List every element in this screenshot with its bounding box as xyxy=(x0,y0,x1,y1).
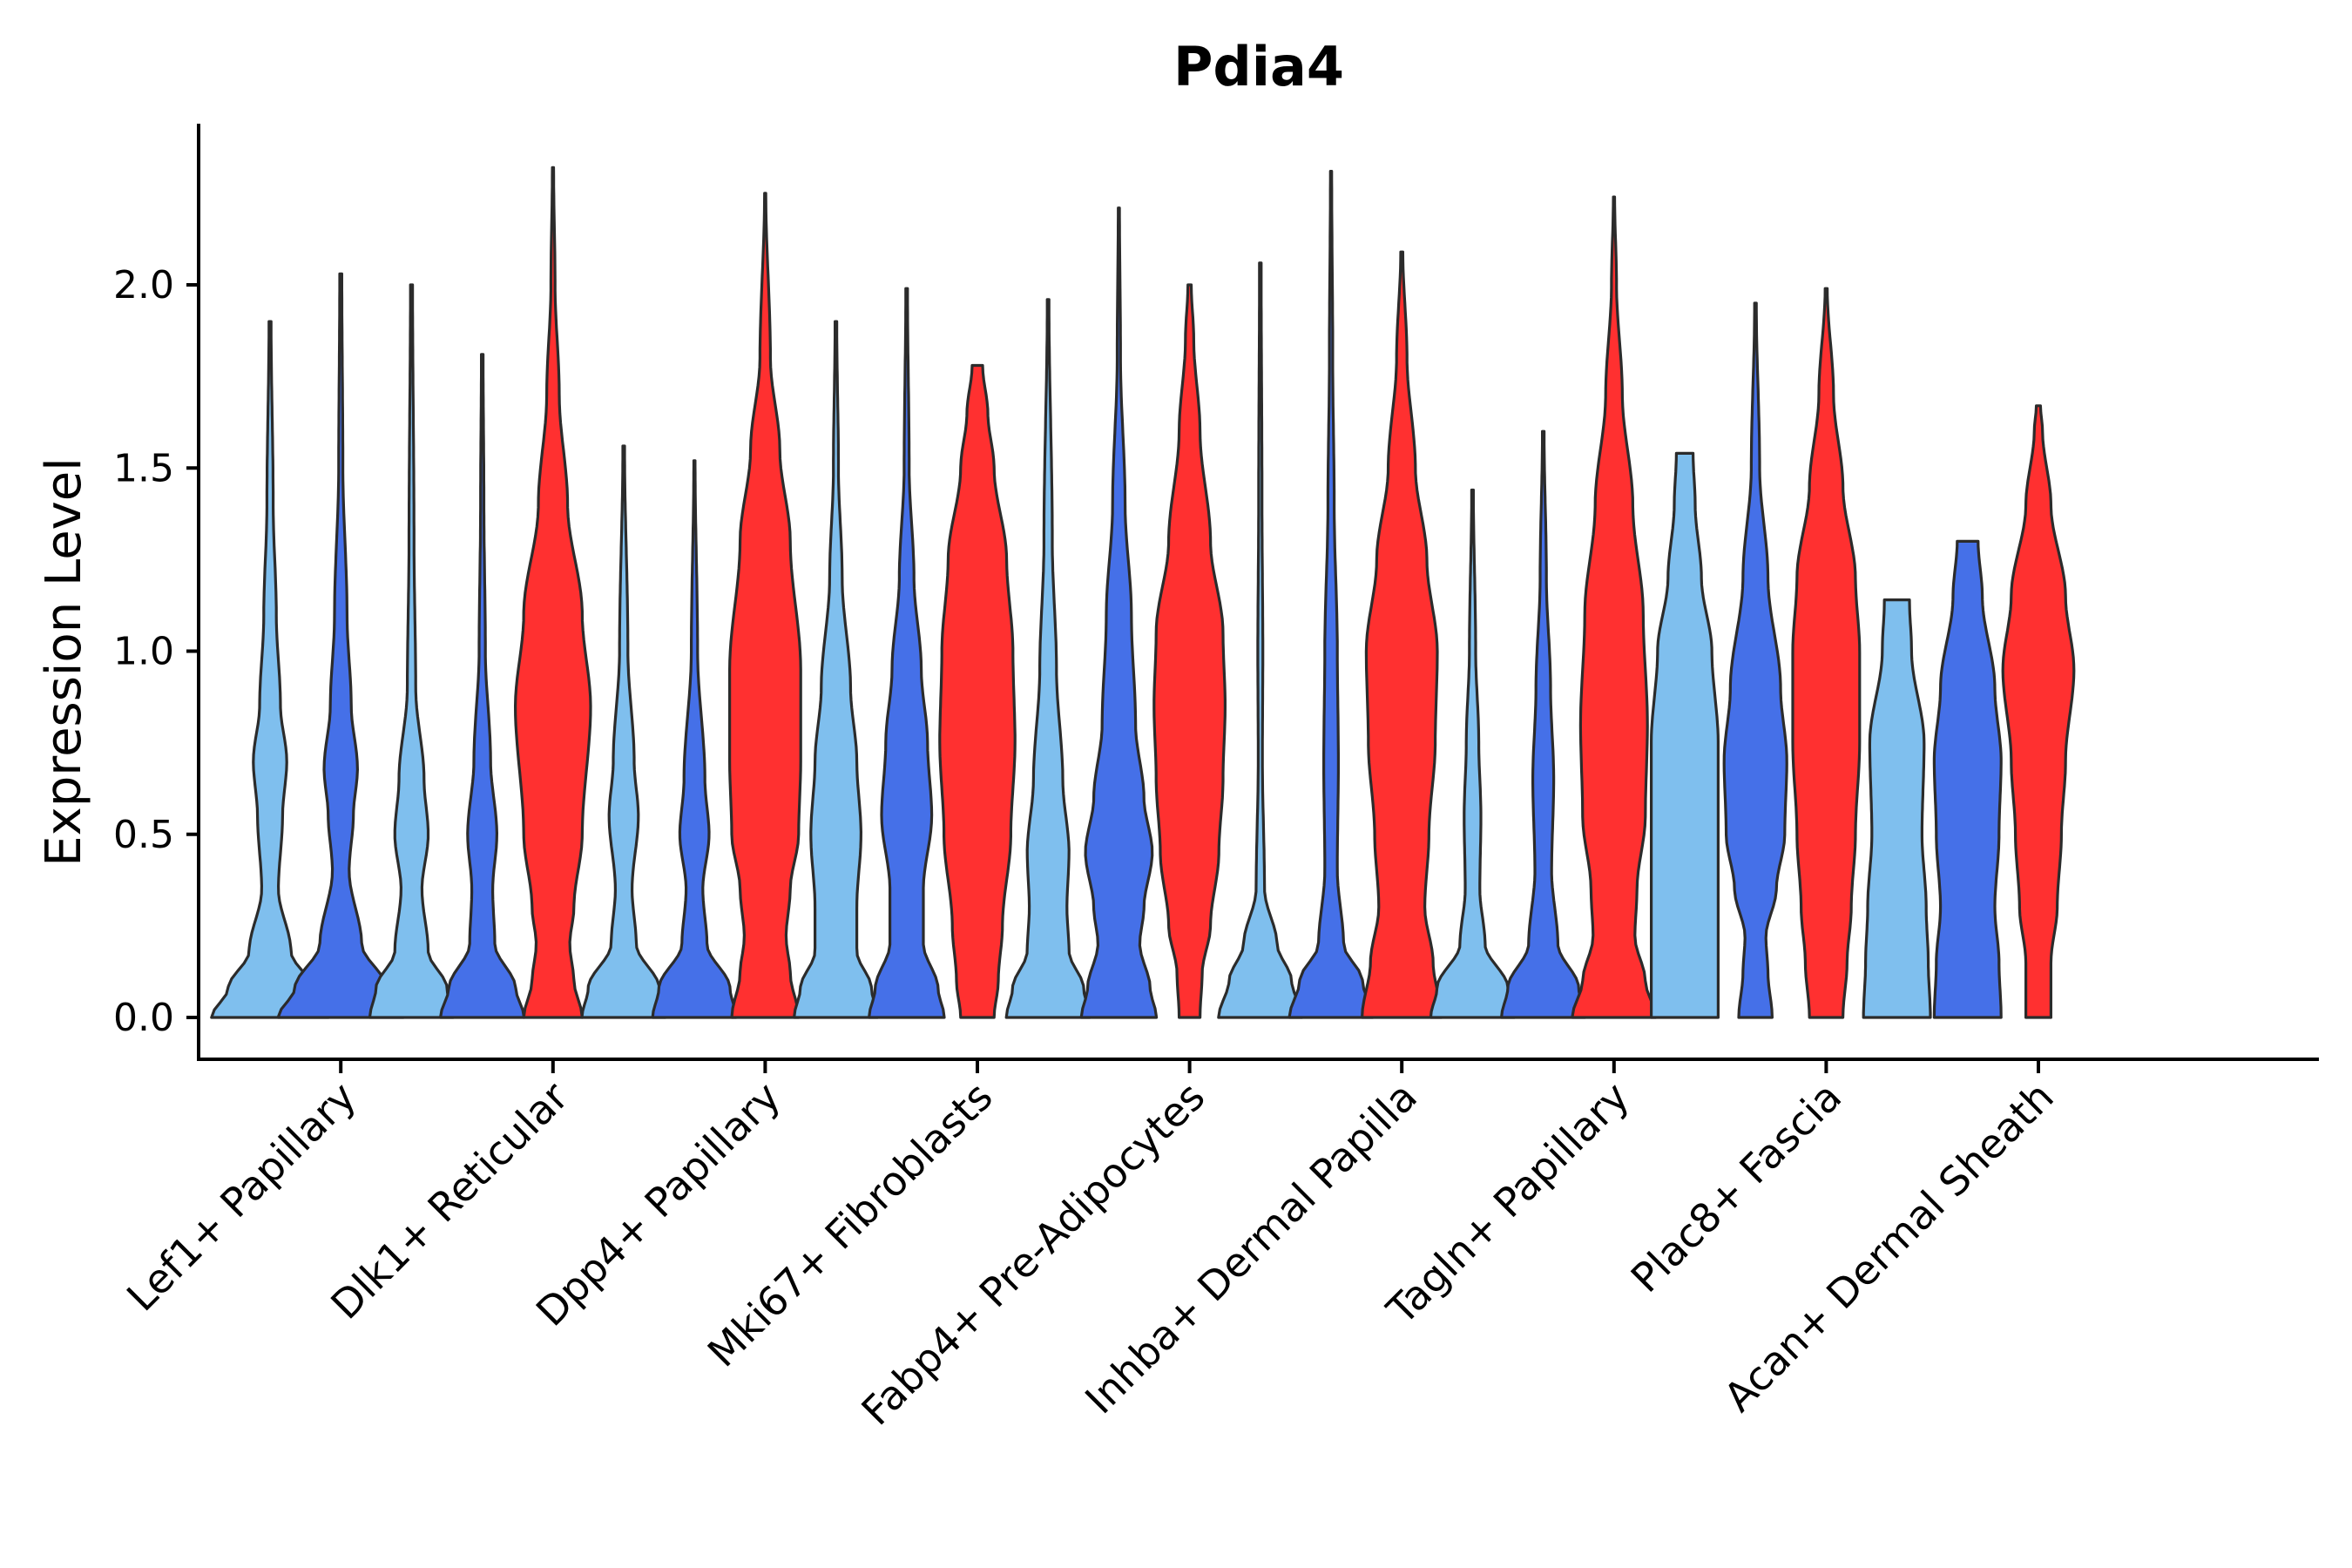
violin-mki67-fibroblasts-red xyxy=(938,363,1017,1019)
violin-fabp4-pre-adipocytes-mid xyxy=(1079,206,1159,1019)
violins-layer xyxy=(210,166,2076,1019)
y-tick-label: 0.0 xyxy=(113,996,174,1040)
y-tick-label: 2.0 xyxy=(113,263,174,308)
violin-plac8-fascia-mid xyxy=(1722,301,1788,1019)
violin-mki67-fibroblasts-mid xyxy=(868,287,946,1019)
y-tick-label: 1.5 xyxy=(113,446,174,490)
violin-dlk1-reticular-red xyxy=(514,166,592,1019)
violin-acan-dermal-sheath-mid xyxy=(1932,539,2003,1019)
violin-dlk1-reticular-mid xyxy=(439,353,526,1019)
violin-tagln-papillary-mid xyxy=(1500,429,1587,1019)
x-tick-label: Plac8+ Fascia xyxy=(1622,1073,1850,1301)
axes xyxy=(197,124,2319,1061)
violin-inhba-dermal-papilla-mid xyxy=(1288,170,1375,1019)
violin-dpp4-papillary-red xyxy=(728,192,802,1019)
x-tick-label: Fabp4+ Pre-Adipocytes xyxy=(852,1073,1213,1435)
y-tick-label: 1.0 xyxy=(113,630,174,674)
violin-dpp4-papillary-light xyxy=(580,444,667,1019)
violin-plac8-fascia-red xyxy=(1791,287,1862,1019)
violin-mki67-fibroblasts-light xyxy=(793,320,880,1019)
x-tick-label: Lef1+ Papillary xyxy=(118,1073,365,1321)
violin-fabp4-pre-adipocytes-red xyxy=(1152,283,1227,1019)
violin-tagln-papillary-light xyxy=(1429,488,1516,1019)
violin-inhba-dermal-papilla-light xyxy=(1217,261,1304,1019)
y-tick-label: 0.5 xyxy=(113,813,174,857)
violin-acan-dermal-sheath-red xyxy=(2001,404,2076,1019)
chart-title: Pdia4 xyxy=(1173,35,1344,98)
violin-tagln-papillary-red xyxy=(1571,195,1658,1019)
violin-lef1-papillary-light xyxy=(210,320,330,1019)
violin-lef1-papillary-mid xyxy=(276,272,405,1019)
violin-inhba-dermal-papilla-red xyxy=(1361,250,1443,1019)
violin-plac8-fascia-light xyxy=(1650,451,1720,1019)
y-axis-label: Expression Level xyxy=(36,457,92,867)
violin-fabp4-pre-adipocytes-light xyxy=(1004,298,1092,1019)
y-ticks: 0.0 0.5 1.0 1.5 2.0 xyxy=(113,263,199,1040)
violin-acan-dermal-sheath-light xyxy=(1862,598,1932,1019)
violin-dpp4-papillary-mid xyxy=(651,459,738,1019)
violin-dlk1-reticular-light xyxy=(368,283,455,1019)
